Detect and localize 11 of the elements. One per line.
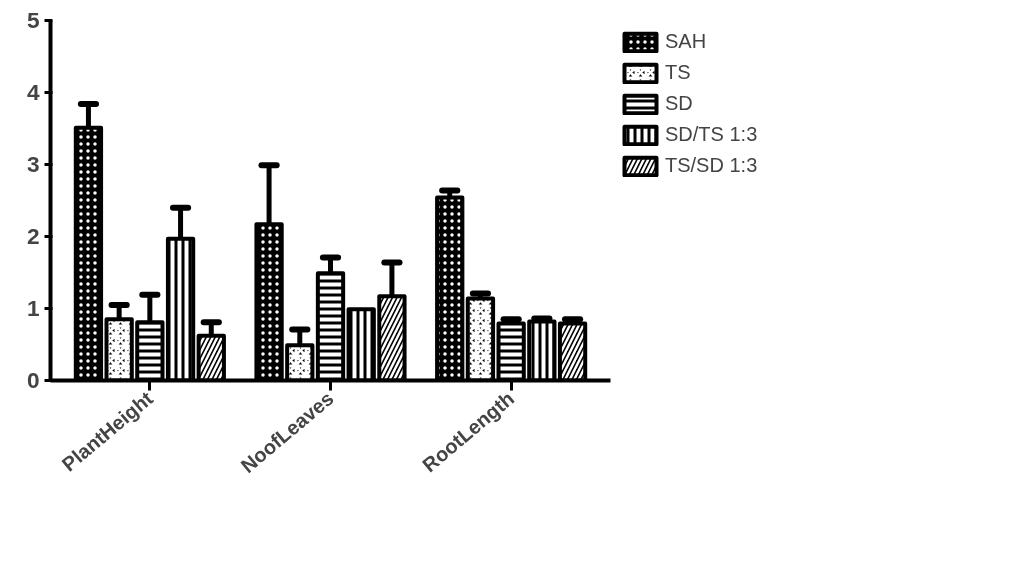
y-tick-label: 1	[26, 295, 40, 321]
y-tick-label: 2	[26, 223, 40, 249]
legend-label: SD/TS 1:3	[665, 123, 758, 146]
y-tick-label: 4	[26, 79, 40, 105]
legend-label: TS	[665, 61, 691, 84]
y-tick-label: 5	[26, 7, 40, 33]
legend-label: SD	[665, 92, 693, 115]
legend-label: TS/SD 1:3	[665, 154, 758, 177]
y-tick-label: 3	[26, 151, 40, 177]
legend-label: SAH	[665, 30, 707, 53]
y-tick-label: 0	[26, 367, 40, 393]
